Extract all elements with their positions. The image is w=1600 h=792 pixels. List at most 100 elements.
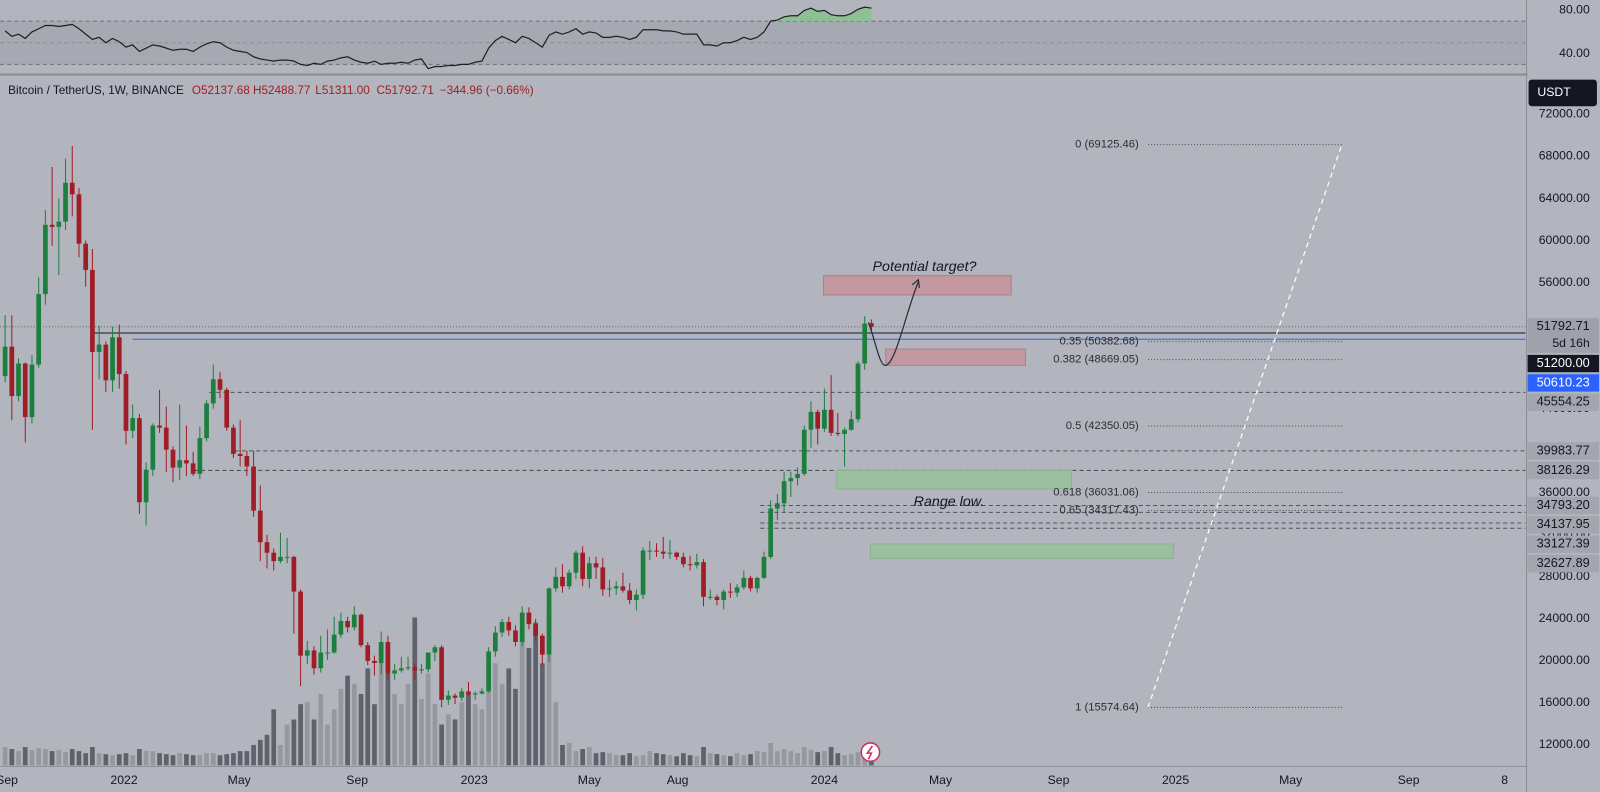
volume-bar xyxy=(667,755,673,766)
volume-bar xyxy=(137,749,142,766)
x-tick-label: May xyxy=(1279,773,1303,787)
price-tag-label: 33127.39 xyxy=(1537,536,1590,551)
candle-body xyxy=(143,469,149,503)
candle-body xyxy=(781,481,787,504)
volume-bar xyxy=(707,753,713,766)
candle-body xyxy=(647,550,653,552)
candle-body xyxy=(271,552,277,562)
y-tick-label: 60000.00 xyxy=(1539,233,1590,247)
candle-body xyxy=(318,652,324,669)
price-tag xyxy=(1527,461,1599,480)
candle-body xyxy=(345,620,350,628)
volume-bar xyxy=(150,751,156,766)
candle-body xyxy=(56,221,62,227)
annotation: Potential target? xyxy=(873,259,977,275)
candle-body xyxy=(620,586,626,591)
volume-bar xyxy=(237,751,243,766)
volume-bar xyxy=(338,688,344,766)
candle-body xyxy=(573,552,579,573)
candle-body xyxy=(197,438,203,474)
candle-body xyxy=(486,651,491,692)
volume-bar xyxy=(345,675,350,766)
candle-body xyxy=(110,337,115,381)
candle-body xyxy=(667,552,673,554)
candle-body xyxy=(607,588,612,590)
volume-bar xyxy=(110,755,115,766)
candle-body xyxy=(754,577,760,589)
candle-body xyxy=(654,550,659,552)
candle-body xyxy=(257,510,263,543)
volume-bar xyxy=(56,750,62,766)
volume-bar xyxy=(116,754,122,766)
volume-bar xyxy=(445,714,451,766)
candle-body xyxy=(130,418,136,431)
volume-bar xyxy=(425,673,431,766)
overbought-fill xyxy=(5,7,872,22)
candle-body xyxy=(506,622,512,631)
volume-bar xyxy=(492,663,498,766)
candle-body xyxy=(627,590,633,600)
projection-arrow xyxy=(867,281,919,366)
candle-body xyxy=(479,691,485,694)
ohlc-close: C51792.71 xyxy=(377,84,434,97)
volume-bar xyxy=(674,756,680,766)
price-tag xyxy=(1527,516,1599,534)
volume-bar xyxy=(318,693,324,766)
volume-bar xyxy=(264,734,270,766)
volume-bar xyxy=(224,754,230,766)
volume-bar xyxy=(36,748,42,766)
candle-body xyxy=(566,572,572,587)
candle-body xyxy=(808,411,814,430)
volume-bar xyxy=(103,754,109,766)
rsi-tick-label: 40.00 xyxy=(1559,46,1590,60)
candle-body xyxy=(16,363,21,397)
candle-body xyxy=(425,652,431,670)
candle-body xyxy=(748,577,753,589)
volume-bar xyxy=(788,751,794,766)
candle-body xyxy=(432,647,438,653)
volume-bar xyxy=(754,751,760,766)
y-tick-label: 56000.00 xyxy=(1539,275,1590,289)
volume-bar xyxy=(808,750,814,766)
volume-bar xyxy=(801,747,807,766)
candle-body xyxy=(358,614,364,646)
y-tick-label: 68000.00 xyxy=(1539,149,1590,163)
volume-bar xyxy=(304,702,310,766)
annotation: Range low. xyxy=(914,494,985,510)
x-tick-label: 2022 xyxy=(110,773,137,787)
candle-body xyxy=(580,552,585,579)
candle-body xyxy=(325,652,330,654)
volume-bar xyxy=(96,753,102,766)
event-icon[interactable] xyxy=(860,742,881,763)
volume-bar xyxy=(526,648,532,766)
volume-bar xyxy=(519,632,525,766)
volume-bar xyxy=(405,683,411,766)
candle-body xyxy=(788,478,794,482)
volume-bar xyxy=(835,753,841,766)
volume-bar xyxy=(560,744,565,766)
currency-button-label[interactable]: USDT xyxy=(1537,85,1571,99)
candle-body xyxy=(513,630,518,643)
volume-bar xyxy=(687,755,693,766)
volume-bar xyxy=(22,747,28,766)
volume-bar xyxy=(190,755,196,766)
volume-bar xyxy=(123,753,129,766)
volume-bar xyxy=(16,751,21,766)
candle-body xyxy=(714,596,720,600)
candle-body xyxy=(90,269,95,352)
candle-body xyxy=(768,508,774,557)
volume-bar xyxy=(419,699,424,766)
candle-body xyxy=(2,346,8,377)
candle-body xyxy=(338,620,344,635)
currency-button[interactable] xyxy=(1528,79,1597,107)
volume-bar xyxy=(184,754,189,766)
symbol-title: Bitcoin / TetherUS, 1W, BINANCE xyxy=(8,84,184,97)
volume-bar xyxy=(607,753,612,766)
volume-bar xyxy=(365,668,371,766)
volume-bar xyxy=(479,709,485,766)
x-tick-label: Sep xyxy=(346,773,368,787)
volume-bar xyxy=(2,747,8,766)
volume-bar xyxy=(842,755,847,766)
candle-body xyxy=(600,567,606,590)
